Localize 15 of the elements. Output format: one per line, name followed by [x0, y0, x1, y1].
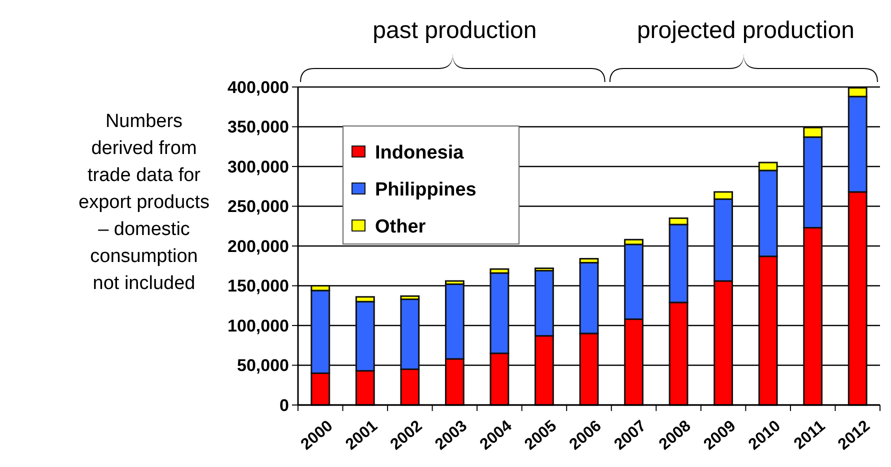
text: projected production: [636, 17, 854, 44]
legend-label: Indonesia: [375, 142, 464, 164]
y-tick-label: 150,000: [228, 276, 289, 296]
y-tick-label: 300,000: [228, 157, 289, 176]
legend-label: Other: [375, 216, 426, 238]
legend-label: Philippines: [375, 180, 476, 201]
text: Numbers derived from trade data for export products – domestic consumption not included: [78, 111, 210, 294]
y-tick-label: 0: [280, 396, 289, 415]
y-tick-label: 250,000: [228, 197, 289, 216]
text: past production: [372, 17, 537, 44]
y-tick-label: 200,000: [228, 236, 289, 256]
y-tick-label: 350,000: [228, 118, 289, 137]
y-tick-label: 400,000: [228, 78, 289, 97]
y-tick-label: 100,000: [228, 316, 289, 336]
y-tick-label: 50,000: [237, 356, 289, 376]
